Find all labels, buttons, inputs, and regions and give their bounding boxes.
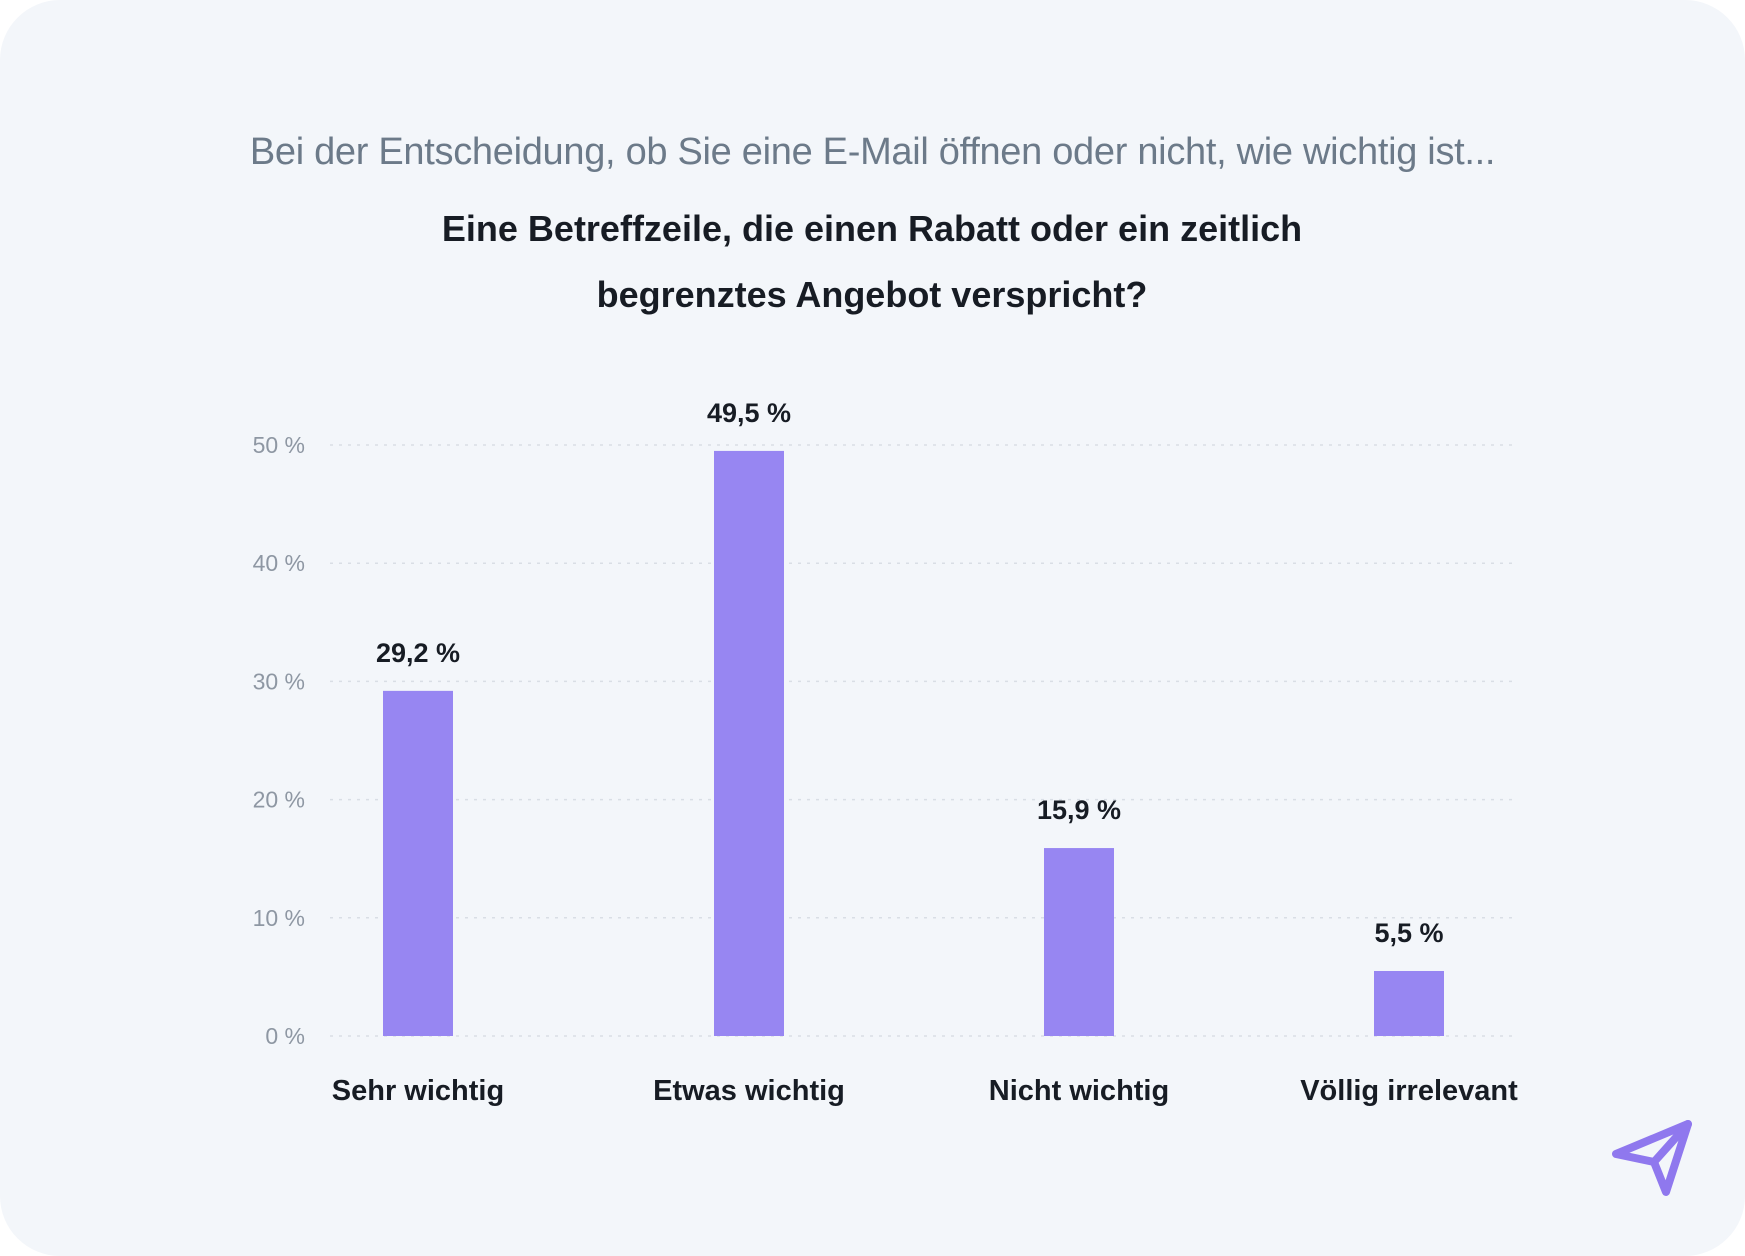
chart-title: Eine Betreffzeile, die einen Rabatt oder… xyxy=(441,208,1303,315)
data-label: 15,9 % xyxy=(1037,795,1121,825)
x-tick-label: Nicht wichtig xyxy=(989,1075,1169,1107)
data-label: 5,5 % xyxy=(1374,918,1443,948)
bar xyxy=(383,690,453,1036)
y-tick-label: 40 % xyxy=(253,550,305,576)
bar xyxy=(1374,970,1444,1036)
paper-plane-icon xyxy=(1612,1120,1692,1196)
x-tick-label: Sehr wichtig xyxy=(332,1075,504,1107)
y-tick-label: 0 % xyxy=(265,1023,305,1049)
y-tick-label: 30 % xyxy=(253,668,305,694)
x-tick-label: Etwas wichtig xyxy=(653,1075,845,1107)
x-tick-label: Völlig irrelevant xyxy=(1300,1075,1518,1107)
data-label: 49,5 % xyxy=(707,398,791,428)
y-tick-label: 20 % xyxy=(253,787,305,813)
y-tick-label: 10 % xyxy=(253,905,305,931)
chart-subtitle: Bei der Entscheidung, ob Sie eine E-Mail… xyxy=(249,131,1496,173)
bar xyxy=(714,450,784,1036)
bar xyxy=(1044,848,1114,1036)
y-tick-label: 50 % xyxy=(253,432,305,458)
data-label: 29,2 % xyxy=(376,638,460,668)
